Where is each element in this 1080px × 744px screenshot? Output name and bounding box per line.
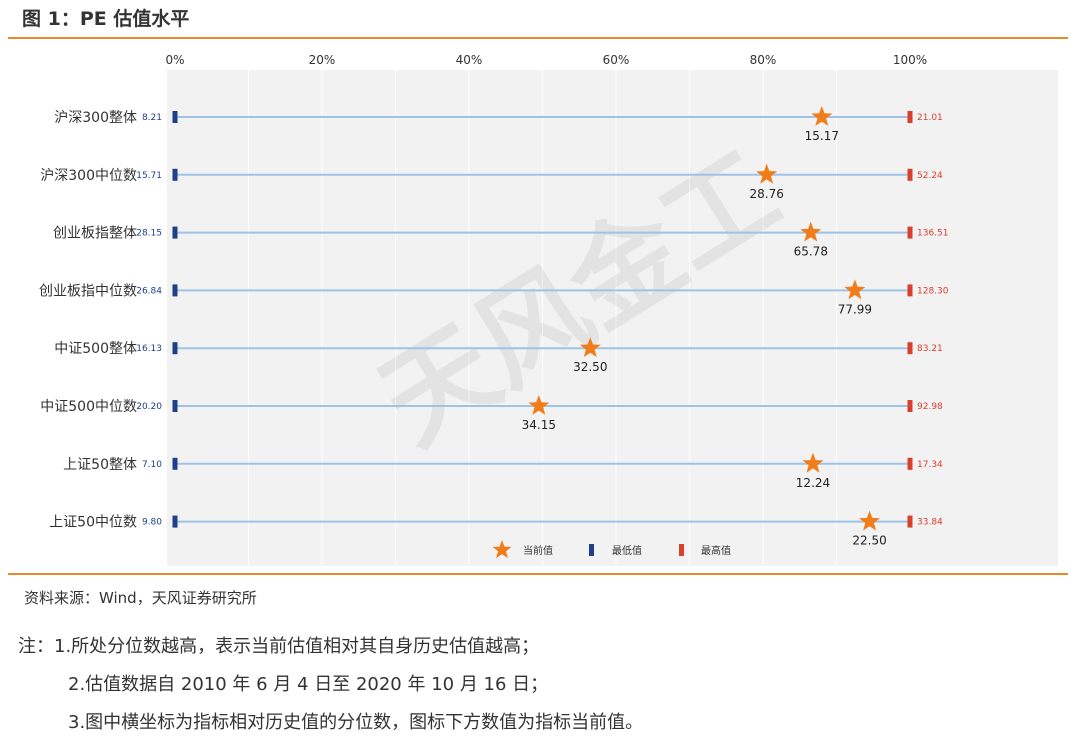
max-value-label: 17.34 bbox=[917, 460, 943, 470]
current-star bbox=[811, 106, 833, 126]
x-tick-label: 20% bbox=[309, 53, 336, 67]
legend-label-max: 最高值 bbox=[701, 544, 731, 557]
legend-label-current: 当前值 bbox=[523, 544, 553, 557]
x-tick-label: 0% bbox=[165, 53, 184, 67]
current-star bbox=[528, 395, 550, 415]
x-tick-label: 80% bbox=[750, 53, 777, 67]
max-value-label: 52.24 bbox=[917, 171, 943, 181]
max-marker bbox=[907, 457, 913, 470]
max-marker bbox=[907, 515, 913, 528]
min-value-label: 9.80 bbox=[142, 518, 162, 528]
current-value-label: 28.76 bbox=[749, 187, 783, 201]
current-star bbox=[800, 221, 822, 242]
x-tick-label: 60% bbox=[603, 53, 630, 67]
min-marker bbox=[172, 342, 178, 355]
current-value-label: 12.24 bbox=[796, 476, 830, 490]
min-value-label: 26.84 bbox=[136, 286, 162, 296]
current-value-label: 65.78 bbox=[794, 245, 828, 259]
category-label: 创业板指整体 bbox=[53, 226, 137, 242]
current-star bbox=[859, 510, 881, 531]
legend-max-marker bbox=[679, 544, 684, 556]
max-marker bbox=[907, 226, 913, 239]
max-marker bbox=[907, 284, 913, 297]
min-marker bbox=[172, 515, 178, 528]
category-label: 中证500中位数 bbox=[40, 399, 137, 415]
min-value-label: 16.13 bbox=[136, 344, 162, 354]
max-marker bbox=[907, 400, 913, 412]
max-value-label: 21.01 bbox=[917, 113, 943, 123]
current-value-label: 32.50 bbox=[573, 360, 607, 374]
legend-min-marker bbox=[589, 544, 594, 556]
current-value-label: 34.15 bbox=[522, 418, 556, 432]
legend-star-icon bbox=[492, 540, 512, 559]
current-star bbox=[579, 337, 601, 358]
min-marker bbox=[172, 168, 178, 181]
category-label: 沪深300中位数 bbox=[40, 168, 137, 184]
category-label: 创业板指中位数 bbox=[39, 283, 137, 299]
x-tick-label: 40% bbox=[456, 53, 483, 67]
figure-title: 图 1：PE 估值水平 bbox=[22, 8, 190, 30]
min-value-label: 15.71 bbox=[136, 171, 162, 181]
min-marker bbox=[172, 226, 178, 239]
note-1: 注：1.所处分位数越高，表示当前估值相对其自身历史估值越高； bbox=[18, 636, 540, 657]
current-star bbox=[756, 163, 778, 184]
x-tick-label: 100% bbox=[893, 53, 927, 67]
category-label: 上证50整体 bbox=[63, 457, 137, 473]
max-marker bbox=[907, 168, 913, 181]
max-value-label: 136.51 bbox=[917, 229, 949, 239]
category-label: 中证500整体 bbox=[54, 341, 137, 357]
bottom-rule bbox=[8, 573, 1068, 575]
max-value-label: 83.21 bbox=[917, 344, 943, 354]
current-value-label: 15.17 bbox=[805, 129, 839, 143]
legend-label-min: 最低值 bbox=[612, 544, 642, 557]
plot-area bbox=[167, 70, 1058, 566]
min-marker bbox=[172, 457, 178, 470]
current-star bbox=[802, 452, 824, 473]
current-value-label: 22.50 bbox=[852, 534, 886, 548]
min-value-label: 20.20 bbox=[136, 402, 162, 412]
top-rule bbox=[8, 37, 1068, 39]
max-value-label: 128.30 bbox=[917, 286, 949, 296]
min-marker bbox=[172, 400, 178, 412]
max-value-label: 92.98 bbox=[917, 402, 943, 412]
min-value-label: 8.21 bbox=[142, 113, 162, 123]
max-marker bbox=[907, 342, 913, 355]
max-value-label: 33.84 bbox=[917, 518, 943, 528]
min-marker bbox=[172, 111, 178, 123]
note-3: 3.图中横坐标为指标相对历史值的分位数，图标下方数值为指标当前值。 bbox=[68, 712, 644, 733]
current-value-label: 77.99 bbox=[838, 302, 872, 316]
category-label: 沪深300整体 bbox=[54, 110, 137, 126]
category-label: 上证50中位数 bbox=[49, 515, 137, 531]
current-star bbox=[844, 279, 866, 300]
max-marker bbox=[907, 111, 913, 123]
note-2: 2.估值数据自 2010 年 6 月 4 日至 2020 年 10 月 16 日… bbox=[68, 674, 549, 695]
notes: 注：1.所处分位数越高，表示当前估值相对其自身历史估值越高； 2.估值数据自 2… bbox=[18, 628, 643, 742]
min-marker bbox=[172, 284, 178, 297]
min-value-label: 7.10 bbox=[142, 460, 162, 470]
min-value-label: 28.15 bbox=[136, 229, 162, 239]
data-source: 资料来源：Wind，天风证券研究所 bbox=[24, 589, 257, 607]
